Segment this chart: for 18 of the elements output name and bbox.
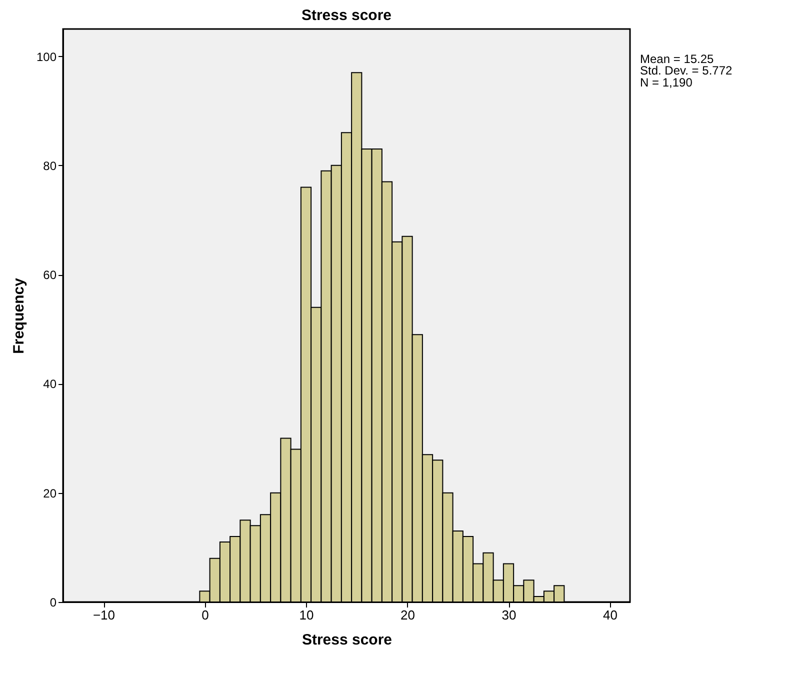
y-tick-label: 80	[43, 158, 57, 173]
y-tick-label: 0	[50, 596, 57, 610]
text: Std. Dev. = 5.772	[640, 64, 732, 78]
x-tick-label: 40	[603, 608, 618, 622]
text: N = 1,190	[640, 75, 693, 90]
x-axis-title: Stress score	[302, 632, 392, 648]
y-axis-title: Frequency	[10, 277, 28, 354]
y-tick-label: 100	[36, 50, 57, 64]
x-tick-label: 20	[400, 608, 415, 622]
x-tick-label: 10	[299, 608, 314, 622]
text: Mean = 15.25	[640, 52, 714, 66]
y-tick-label: 40	[43, 377, 57, 392]
y-tick-label: 60	[43, 268, 57, 282]
x-tick-label: 30	[502, 608, 516, 622]
x-tick-label: 0	[202, 608, 209, 622]
x-tick-label: −10	[92, 608, 116, 622]
y-tick-label: 20	[43, 486, 57, 500]
chart-title: Stress score	[301, 7, 392, 24]
